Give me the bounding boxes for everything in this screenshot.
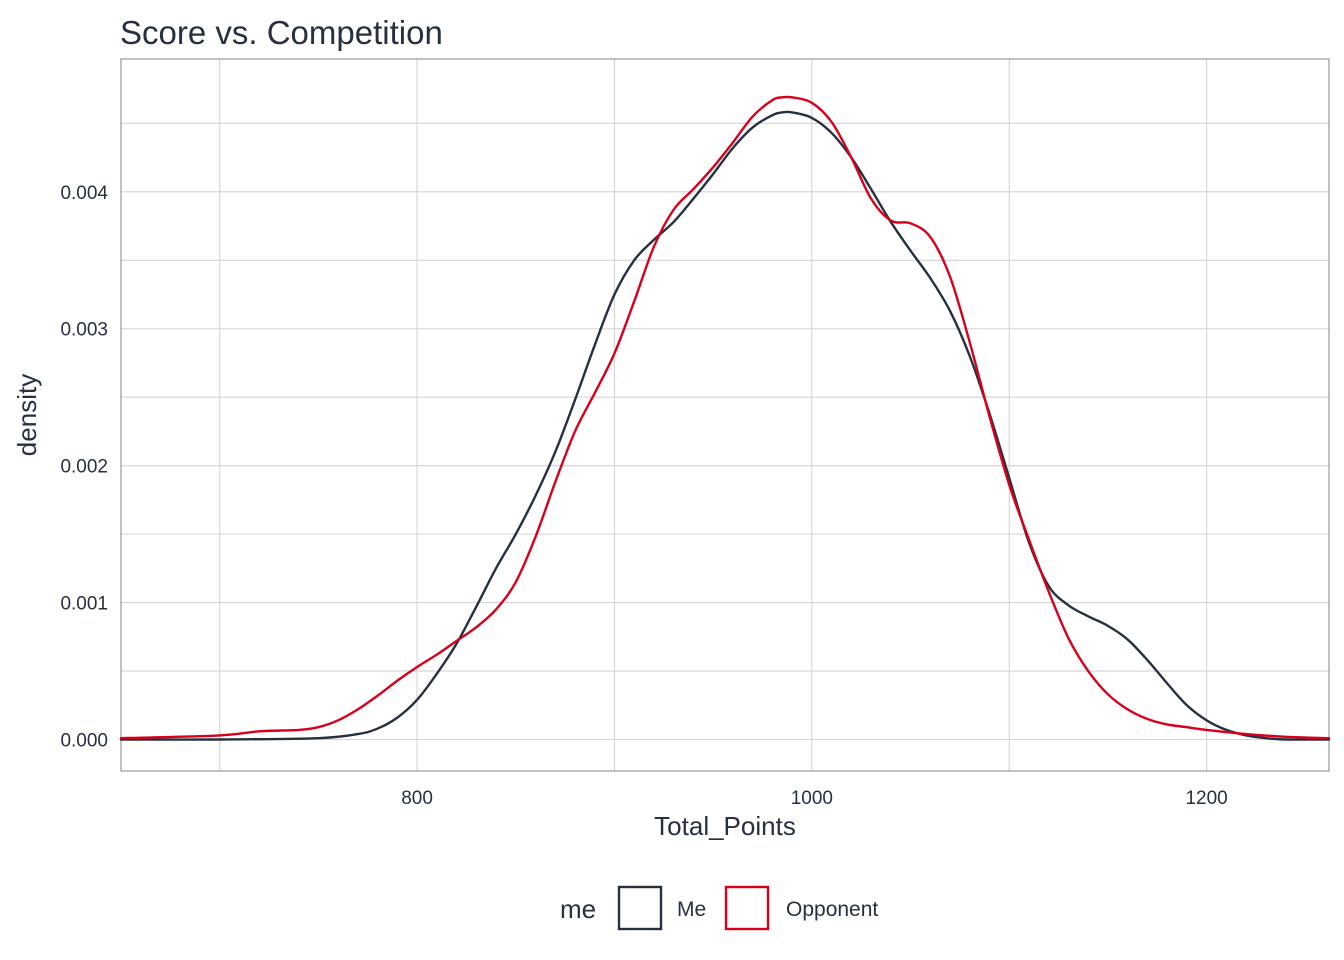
y-tick-label: 0.002 <box>60 457 108 478</box>
series-line-opponent <box>119 95 1331 740</box>
x-axis-ticks: 800 1000 1200 <box>401 788 1228 809</box>
series-lines <box>119 95 1331 741</box>
legend-title: me <box>560 894 596 924</box>
x-tick-label: 800 <box>401 788 433 809</box>
plot-panel-border <box>120 58 1330 772</box>
legend-label-me: Me <box>677 898 706 921</box>
x-tick-label: 1200 <box>1185 788 1227 809</box>
chart-title: Score vs. Competition <box>120 14 443 51</box>
x-tick-label: 1000 <box>791 788 833 809</box>
y-tick-label: 0.004 <box>60 183 108 204</box>
y-axis-ticks: 0.000 0.001 0.002 0.003 0.004 <box>60 183 108 752</box>
grid-lines <box>121 59 1329 771</box>
x-axis-title: Total_Points <box>654 811 796 841</box>
y-tick-label: 0.000 <box>60 731 108 752</box>
legend-key-me <box>617 885 663 931</box>
y-tick-label: 0.003 <box>60 320 108 341</box>
series-line-me <box>119 110 1331 741</box>
y-axis-title: density <box>12 374 42 456</box>
legend: me Me Opponent <box>560 885 878 931</box>
y-tick-label: 0.001 <box>60 594 108 615</box>
legend-label-opponent: Opponent <box>786 898 878 921</box>
legend-key-opponent <box>724 885 770 931</box>
